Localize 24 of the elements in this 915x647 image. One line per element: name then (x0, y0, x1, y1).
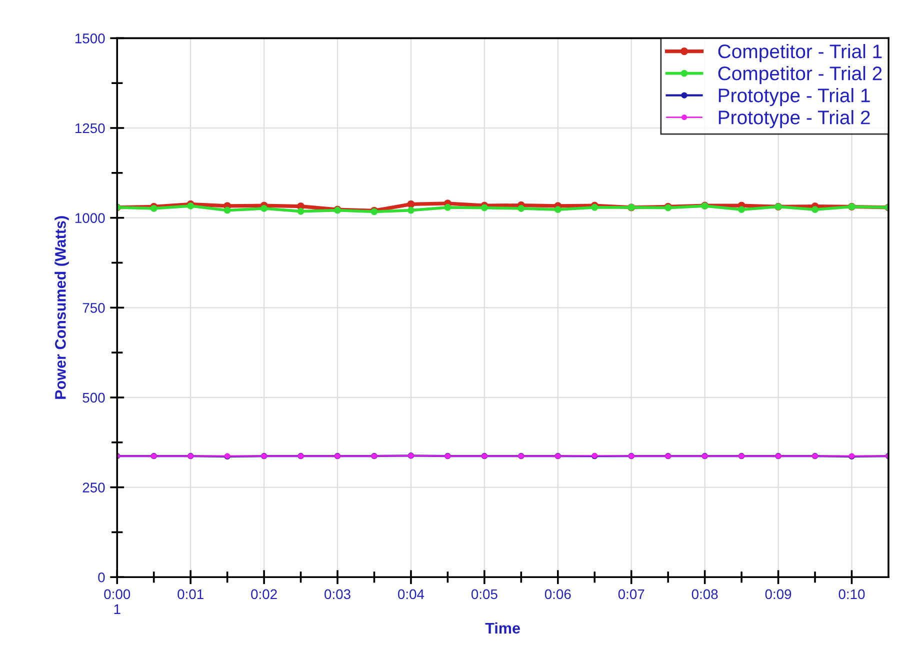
x-tick-label: 0:10 (838, 589, 865, 600)
y-tick-label: 500 (82, 392, 105, 403)
x-tick-label: 0:00 1 (104, 589, 130, 614)
y-tick-label: 1250 (75, 123, 105, 134)
x-tick-label: 0:04 (398, 589, 424, 600)
legend-label: Prototype - Trial 2 (718, 110, 870, 128)
y-tick-label: 250 (82, 482, 105, 492)
x-tick-label: 0:06 (544, 589, 571, 600)
x-tick-label: 0:02 (251, 589, 277, 600)
x-tick-label: 0:03 (324, 589, 350, 600)
x-tick-label: 0:08 (692, 589, 718, 600)
legend-label: Competitor - Trial 1 (718, 44, 882, 62)
x-tick-label: 0:05 (471, 589, 498, 600)
legend-label: Prototype - Trial 1 (718, 88, 870, 106)
x-tick-label: 0:07 (618, 589, 644, 600)
y-axis-title: Power Consumed (Watts) (54, 216, 69, 399)
y-tick-label: 0 (98, 572, 105, 582)
x-tick-label: 0:09 (765, 589, 792, 600)
y-tick-label: 1500 (75, 34, 105, 44)
y-tick-label: 750 (82, 302, 105, 313)
y-tick-label: 1000 (75, 213, 105, 223)
legend-label: Competitor - Trial 2 (718, 66, 882, 84)
x-tick-label: 0:01 (178, 589, 204, 600)
x-axis-title: Time (485, 622, 520, 634)
